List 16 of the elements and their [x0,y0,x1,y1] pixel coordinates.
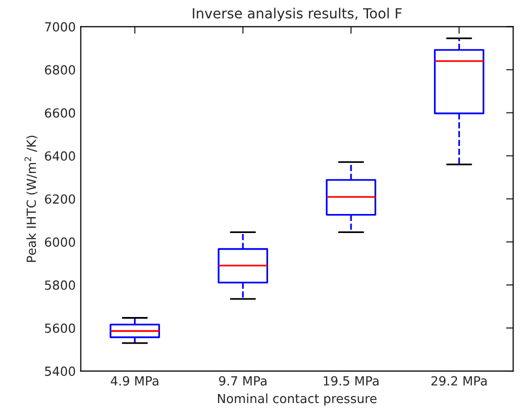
chart-title: Inverse analysis results, Tool F [192,8,402,22]
y-axis-title: Peak IHTC (W/m$^{2}$ /K) [24,136,38,262]
y-tick-label: 7000 [45,22,76,32]
x-axis-title: Nominal contact pressure [218,394,377,406]
y-tick-label: 5400 [45,366,76,376]
x-tick-label: 19.5 MPa [324,376,379,386]
y-tick-label: 6600 [44,108,76,118]
x-tick-label: 9.7 MPa [219,376,266,386]
x-tick-label: 4.9 MPa [110,376,158,386]
x-tick-label: 29.2 MPa [431,376,487,386]
y-tick-label: 5800 [45,280,76,290]
y-tick-label: 6800 [44,65,76,75]
y-tick-label: 6200 [44,194,76,204]
y-tick-label: 6400 [44,151,76,161]
y-tick-label: 6000 [44,237,76,247]
y-tick-label: 5600 [45,323,76,333]
